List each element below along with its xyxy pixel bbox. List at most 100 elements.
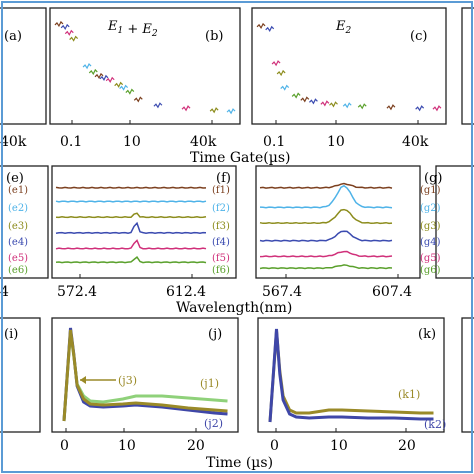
trace-label-f4: (f4) — [212, 237, 230, 248]
panel-frames — [0, 7, 474, 433]
series-k-0 — [268, 330, 434, 423]
frame-k — [257, 317, 445, 433]
tick-g-0: 567.4 — [262, 284, 302, 300]
frame-l — [461, 317, 474, 433]
point-c-10 — [342, 102, 352, 109]
point-c-1 — [265, 25, 275, 32]
point-c-7 — [309, 98, 318, 105]
spectrum-f-1 — [55, 200, 207, 203]
frame-e — [0, 165, 49, 279]
point-b-13 — [153, 102, 163, 109]
tick-c-2: 40k — [402, 134, 429, 150]
spectrum-g-2 — [259, 208, 393, 225]
arrow-head-j3 — [80, 376, 86, 384]
frame-c — [251, 7, 447, 125]
tick-c-0: 0.1 — [263, 134, 285, 150]
row2-xlabel: Wavelength(nm) — [176, 300, 292, 316]
point-b-9 — [114, 81, 124, 88]
tick-k-1: 10 — [330, 438, 348, 454]
trace-label-f2: (f2) — [212, 203, 230, 214]
point-c-4 — [280, 84, 290, 91]
frame-i — [0, 317, 41, 433]
point-b-15 — [209, 107, 219, 114]
spectrum-f-2 — [55, 212, 207, 219]
tick-b-2: 40k — [190, 134, 217, 150]
panel-label-c: (c) — [410, 29, 427, 44]
trace-label-f6: (f6) — [212, 265, 230, 276]
spectrum-g-1 — [259, 184, 393, 209]
trace-label-e2: (e2) — [8, 203, 28, 214]
frame-h — [435, 165, 474, 279]
series-j-1 — [62, 327, 228, 422]
series-j-2 — [62, 329, 228, 422]
panel-label-i: (i) — [4, 327, 18, 342]
trace-label-k2: (k2) — [424, 418, 446, 431]
point-c-11 — [357, 103, 367, 110]
panel-b-title: E1 + E2 — [107, 19, 158, 39]
frame-d — [461, 7, 474, 125]
point-b-12 — [133, 96, 143, 103]
frame-f — [51, 165, 237, 279]
spectrum-g-5 — [259, 264, 393, 270]
data-marks: (j1) (j2) (j3) (k1) (k2) (e1) (e2) (e3) (e4) (e5)… — [8, 20, 446, 431]
panel-label-b: (b) — [205, 29, 223, 44]
point-c-8 — [320, 100, 330, 107]
trace-label-g3: (g3) — [420, 221, 441, 232]
tick-c-1: 10 — [327, 134, 345, 150]
point-b-5 — [88, 68, 98, 76]
trace-label-e3: (e3) — [8, 221, 28, 232]
point-b-4 — [82, 63, 92, 70]
tick-f-1: 612.4 — [166, 284, 206, 300]
trace-label-e1: (e1) — [8, 185, 28, 196]
trace-label-f5: (f5) — [212, 253, 230, 264]
series-k-1 — [268, 328, 434, 423]
tick-k-0: 0 — [270, 438, 279, 454]
tick-k-2: 20 — [398, 438, 416, 454]
panel-label-g: (g) — [424, 171, 442, 186]
trace-label-g1: (g1) — [420, 185, 441, 196]
trace-label-f1: (f1) — [212, 185, 230, 196]
spectrum-g-0 — [259, 182, 393, 189]
trace-label-k1: (k1) — [398, 388, 420, 401]
trace-label-j1: (j1) — [200, 377, 219, 390]
trace-label-g4: (g4) — [420, 237, 441, 248]
point-c-14 — [432, 105, 442, 112]
tick-e-0: 4 — [0, 284, 9, 300]
panel-label-e: (e) — [6, 171, 24, 186]
spectrum-g-3 — [259, 230, 393, 242]
point-c-6 — [300, 96, 310, 103]
trace-label-g2: (g2) — [420, 203, 441, 214]
tick-j-1: 10 — [118, 438, 136, 454]
tick-b-0: 0.1 — [60, 134, 82, 150]
spectrum-f-4 — [55, 239, 207, 250]
spectrum-f-3 — [55, 221, 207, 234]
trace-label-e6: (e6) — [8, 265, 28, 276]
point-b-11 — [125, 88, 135, 95]
frame-g — [255, 165, 421, 279]
panel-label-a: (a) — [4, 29, 22, 44]
point-b-0 — [54, 20, 64, 28]
tick-j-0: 0 — [60, 438, 69, 454]
point-c-9 — [329, 101, 338, 108]
trace-label-g5: (g5) — [420, 253, 441, 264]
trace-label-j3: (j3) — [118, 374, 137, 387]
row1-xlabel: Time Gate(µs) — [190, 150, 290, 166]
trace-label-e5: (e5) — [8, 253, 28, 264]
trace-label-j2: (j2) — [204, 417, 223, 430]
tick-b-1: 10 — [123, 134, 141, 150]
point-b-7 — [99, 74, 109, 81]
row3-xlabel: Time (µs) — [206, 455, 273, 471]
point-c-12 — [386, 104, 396, 111]
point-b-3 — [69, 35, 79, 42]
point-b-2 — [64, 29, 74, 36]
point-b-6 — [94, 72, 104, 80]
trace-label-e4: (e4) — [8, 237, 28, 248]
point-b-8 — [105, 76, 115, 83]
point-b-14 — [181, 105, 191, 112]
spectrum-f-0 — [55, 186, 207, 189]
trace-label-f3: (f3) — [212, 221, 230, 232]
frame-b — [49, 7, 241, 125]
panel-label-j: (j) — [208, 327, 222, 342]
point-c-5 — [291, 92, 301, 99]
tick-f-0: 572.4 — [57, 284, 97, 300]
